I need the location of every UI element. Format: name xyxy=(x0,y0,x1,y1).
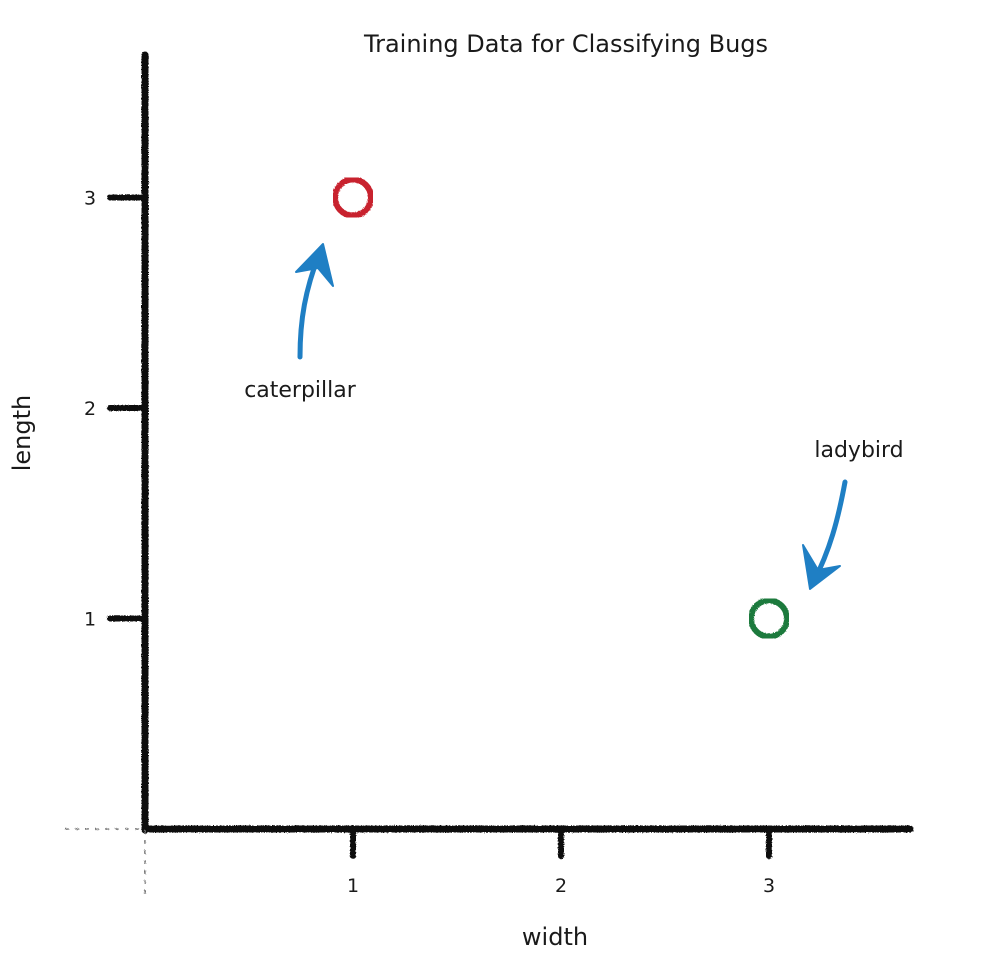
annotation-arrowhead-ladybird xyxy=(802,544,841,590)
x-tick-label: 1 xyxy=(347,875,359,897)
annotation-label-caterpillar: caterpillar xyxy=(244,378,357,403)
annotations: caterpillar ladybird xyxy=(244,243,904,590)
x-tick-label: 2 xyxy=(555,875,567,897)
y-tick-label: 3 xyxy=(84,188,96,210)
annotation-label-ladybird: ladybird xyxy=(814,438,903,463)
tick-labels: 1 2 3 1 2 3 xyxy=(84,188,775,898)
x-tick-label: 3 xyxy=(763,875,775,897)
data-point-caterpillar xyxy=(332,176,374,219)
data-points xyxy=(332,176,790,640)
data-point-ladybird xyxy=(748,597,790,640)
chart-title: Training Data for Classifying Bugs xyxy=(363,30,768,58)
y-axis-label: length xyxy=(8,395,36,472)
annotation-arrowhead-caterpillar xyxy=(295,243,334,287)
axes xyxy=(65,51,914,895)
y-tick-label: 1 xyxy=(84,609,96,631)
x-axis-label: width xyxy=(522,923,588,951)
ticks xyxy=(107,194,772,859)
y-tick-label: 2 xyxy=(84,398,96,420)
